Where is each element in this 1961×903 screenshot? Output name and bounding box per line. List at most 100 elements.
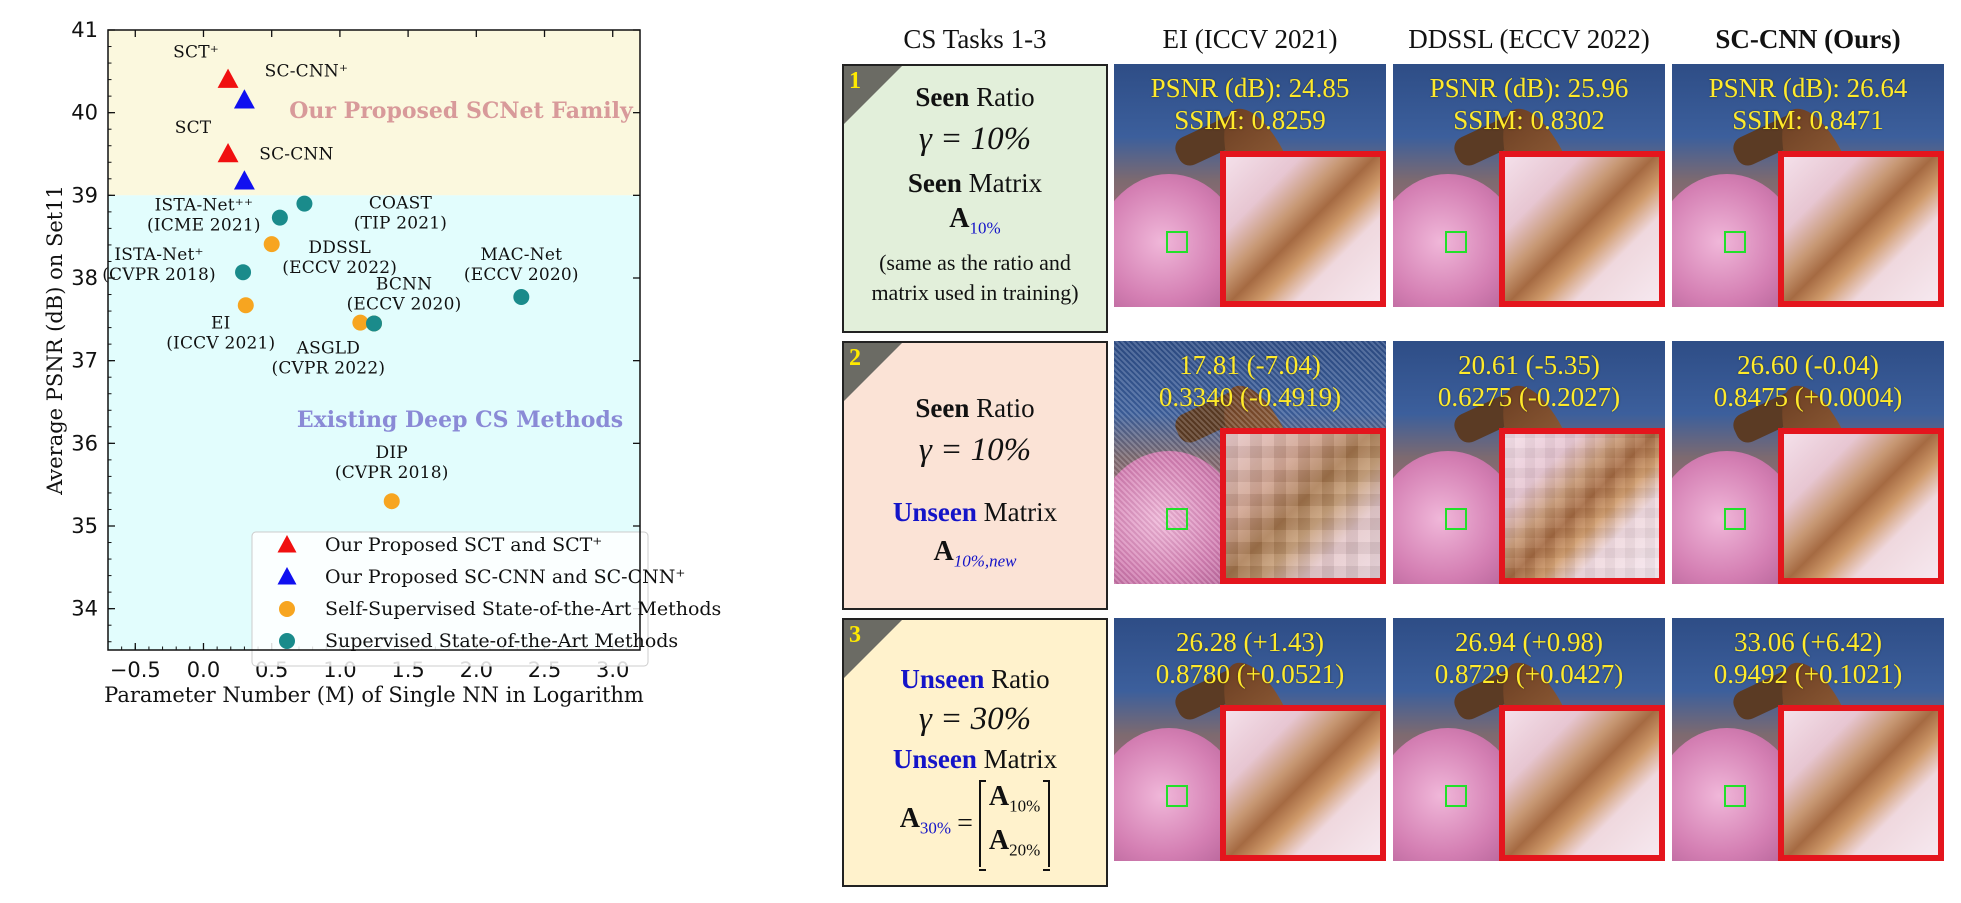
x-tick-label: 0.0 bbox=[187, 658, 220, 682]
roi-box bbox=[1166, 785, 1188, 807]
point-marker bbox=[352, 314, 369, 331]
roi-box bbox=[1445, 231, 1467, 253]
x-axis-title: Parameter Number (M) of Single NN in Log… bbox=[104, 683, 644, 707]
ratio-word: Ratio bbox=[976, 393, 1035, 423]
legend-marker bbox=[279, 633, 295, 649]
col-header-ei: EI (ICCV 2021) bbox=[1162, 24, 1338, 54]
point-marker bbox=[235, 264, 252, 281]
ratio-keyword: Seen bbox=[915, 82, 970, 112]
point-label: (ICME 2021) bbox=[147, 216, 261, 236]
point-label: (CVPR 2018) bbox=[335, 463, 449, 483]
psnr-value: PSNR (dB): 26.64 bbox=[1708, 73, 1908, 103]
y-tick-label: 34 bbox=[71, 597, 98, 621]
legend-marker bbox=[277, 567, 297, 585]
task-box-1: 1 Seen Ratio γ = 10% Seen Matrix A10% (s… bbox=[842, 64, 1108, 333]
result-tile-ddssl-task2: 20.61 (-5.35) 0.6275 (-0.2027) bbox=[1393, 341, 1665, 584]
ssim-value: 0.8780 (+0.0521) bbox=[1155, 659, 1345, 689]
psnr-value: PSNR (dB): 24.85 bbox=[1150, 73, 1350, 103]
task-number-badge: 3 bbox=[844, 620, 902, 678]
point-marker bbox=[271, 209, 288, 226]
point-label: SCT⁺ bbox=[173, 43, 219, 63]
result-tile-sccnn-task3: 33.06 (+6.42) 0.9492 (+0.1021) bbox=[1672, 618, 1944, 861]
psnr-value: 26.28 (+1.43) bbox=[1176, 627, 1324, 657]
legend-marker bbox=[277, 535, 297, 553]
ratio-keyword: Seen bbox=[915, 393, 970, 423]
zoom-inset bbox=[1499, 151, 1665, 307]
point-label: SCT bbox=[175, 118, 212, 138]
result-tile-ei-task2: 17.81 (-7.04) 0.3340 (-0.4919) bbox=[1114, 341, 1386, 584]
task-box-3: 3 Unseen Ratio γ = 30% Unseen Matrix A30… bbox=[842, 618, 1108, 887]
result-tile-ddssl-task1: PSNR (dB): 25.96 SSIM: 0.8302 bbox=[1393, 64, 1665, 307]
roi-box bbox=[1724, 231, 1746, 253]
zoom-inset bbox=[1778, 151, 1944, 307]
ssim-value: SSIM: 0.8259 bbox=[1174, 105, 1326, 135]
axis-ticks: −0.5 0.0 0.5 1.0 1.5 2.0 2.5 3.0343536373839404… bbox=[71, 18, 640, 682]
scatter-chart: Our Proposed SCNet Family Existing Deep C… bbox=[0, 0, 830, 903]
region-bands: Our Proposed SCNet Family Existing Deep C… bbox=[108, 30, 640, 651]
legend-entry: Supervised State-of-the-Art Methods bbox=[325, 630, 678, 652]
point-marker bbox=[217, 68, 239, 88]
point-marker bbox=[217, 143, 239, 163]
task-number: 2 bbox=[849, 345, 861, 371]
y-tick-label: 40 bbox=[71, 101, 98, 125]
matrix-symbol: A10%,new bbox=[933, 536, 1017, 571]
point-label: DIP bbox=[376, 443, 408, 463]
point-marker bbox=[263, 236, 280, 253]
region-band-0 bbox=[108, 30, 640, 196]
task-number-badge: 2 bbox=[844, 343, 902, 401]
result-tile-ei-task3: 26.28 (+1.43) 0.8780 (+0.0521) bbox=[1114, 618, 1386, 861]
block-top: A10% bbox=[988, 781, 1041, 816]
gamma-value: γ = 10% bbox=[918, 121, 1032, 157]
ratio-keyword: Unseen bbox=[900, 664, 985, 694]
point-label: (ECCV 2020) bbox=[347, 294, 462, 314]
gamma-value: γ = 10% bbox=[918, 432, 1032, 468]
zoom-inset bbox=[1220, 428, 1386, 584]
ssim-value: 0.8475 (+0.0004) bbox=[1713, 382, 1903, 412]
roi-box bbox=[1166, 508, 1188, 530]
point-label: (ECCV 2020) bbox=[464, 265, 579, 285]
col-header-ddssl: DDSSL (ECCV 2022) bbox=[1408, 24, 1650, 54]
block-matrix-equation: A30% = A10% A20% bbox=[844, 780, 1106, 872]
psnr-value: 26.94 (+0.98) bbox=[1455, 627, 1603, 657]
zoom-inset bbox=[1499, 428, 1665, 584]
result-tile-sccnn-task1: PSNR (dB): 26.64 SSIM: 0.8471 bbox=[1672, 64, 1944, 307]
zoom-inset bbox=[1499, 705, 1665, 861]
legend-box bbox=[251, 531, 649, 667]
y-tick-label: 36 bbox=[71, 431, 98, 455]
matrix-word: Matrix bbox=[968, 168, 1043, 198]
point-label: SC-CNN bbox=[259, 144, 333, 164]
roi-box bbox=[1445, 785, 1467, 807]
ssim-value: SSIM: 0.8302 bbox=[1453, 105, 1605, 135]
point-marker bbox=[383, 493, 400, 510]
ssim-value: SSIM: 0.8471 bbox=[1732, 105, 1884, 135]
result-tile-ei-task1: PSNR (dB): 24.85 SSIM: 0.8259 bbox=[1114, 64, 1386, 307]
ssim-value: 0.9492 (+0.1021) bbox=[1713, 659, 1903, 689]
point-marker bbox=[233, 170, 255, 190]
matrix-symbol: A10% bbox=[949, 203, 1001, 238]
legend-entry: Our Proposed SC-CNN and SC-CNN⁺ bbox=[325, 566, 685, 588]
y-tick-label: 35 bbox=[71, 514, 98, 538]
legend-entry: Self-Supervised State-of-the-Art Methods bbox=[325, 598, 721, 620]
y-tick-label: 38 bbox=[71, 266, 98, 290]
block-matrix: A10% A20% bbox=[978, 780, 1051, 872]
point-label: ISTA-Net⁺⁺ bbox=[155, 196, 254, 216]
region-title-0: Our Proposed SCNet Family bbox=[289, 98, 634, 124]
task-note: (same as the ratio and matrix used in tr… bbox=[871, 249, 1079, 305]
result-tile-ddssl-task3: 26.94 (+0.98) 0.8729 (+0.0427) bbox=[1393, 618, 1665, 861]
matrix-word: Matrix bbox=[983, 744, 1058, 774]
zoom-inset bbox=[1220, 151, 1386, 307]
point-label: (ICCV 2021) bbox=[166, 333, 275, 353]
col-header-tasks: CS Tasks 1-3 bbox=[903, 24, 1047, 54]
psnr-value: 20.61 (-5.35) bbox=[1458, 350, 1600, 380]
point-marker bbox=[233, 89, 255, 109]
point-marker bbox=[296, 195, 313, 212]
ssim-value: 0.8729 (+0.0427) bbox=[1434, 659, 1624, 689]
point-labels: SCT⁺ SC-CNN⁺ SCT SC-CNN COAST(TIP 2021) ISTA-… bbox=[102, 43, 579, 484]
comparison-panel: CS Tasks 1-3 EI (ICCV 2021) DDSSL (ECCV … bbox=[838, 0, 1961, 903]
y-tick-label: 41 bbox=[71, 18, 98, 42]
ratio-word: Ratio bbox=[991, 664, 1050, 694]
matrix-keyword: Unseen bbox=[892, 744, 977, 774]
psnr-value: 17.81 (-7.04) bbox=[1179, 350, 1321, 380]
point-label: BCNN bbox=[376, 274, 432, 294]
psnr-value: 26.60 (-0.04) bbox=[1737, 350, 1879, 380]
